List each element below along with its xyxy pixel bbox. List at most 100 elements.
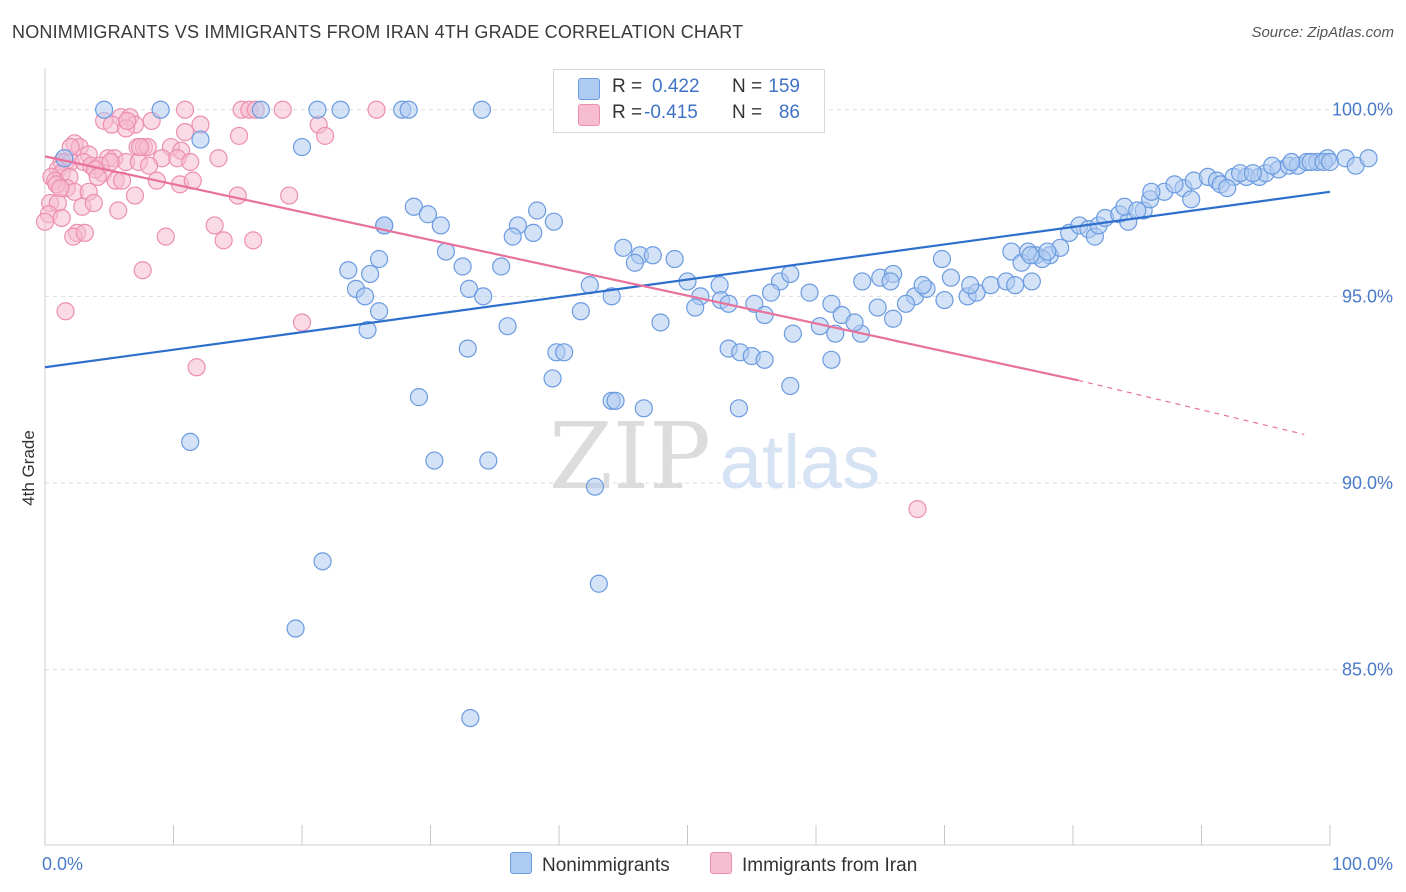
data-point-nonimmigrants [355, 287, 375, 306]
data-point-nonimmigrants [544, 212, 563, 231]
legend-item-immigrants[interactable]: Immigrants from Iran [710, 852, 917, 876]
data-point-immigrants [292, 313, 312, 332]
data-point-nonimmigrants [589, 574, 608, 593]
y-tick-label: 85.0% [1342, 660, 1393, 680]
data-point-nonimmigrants [606, 391, 625, 410]
stats-legend: R = 0.422 N = 159 R = -0.415 N = 86 [553, 69, 825, 133]
data-point-nonimmigrants [461, 708, 480, 728]
n-value: 159 [768, 76, 800, 97]
data-point-nonimmigrants [571, 302, 590, 321]
swatch-immigrants [578, 104, 600, 126]
data-point-nonimmigrants [686, 298, 705, 317]
r-label: R = [612, 102, 643, 123]
data-point-immigrants [229, 126, 249, 145]
data-point-nonimmigrants [634, 399, 653, 418]
data-point-nonimmigrants [755, 305, 774, 325]
trend-line-nonimmigrants [44, 190, 1331, 369]
swatch-nonimmigrants [578, 78, 600, 100]
data-point-nonimmigrants [1263, 156, 1282, 175]
data-point-nonimmigrants [339, 261, 358, 280]
data-point-nonimmigrants [783, 324, 802, 343]
data-point-nonimmigrants [474, 287, 493, 306]
data-point-nonimmigrants [503, 227, 522, 246]
y-tick-label: 90.0% [1342, 473, 1393, 493]
data-point-immigrants [75, 223, 94, 242]
data-point-nonimmigrants [868, 298, 887, 317]
data-point-nonimmigrants [1165, 175, 1184, 194]
data-point-nonimmigrants [404, 197, 423, 216]
data-point-nonimmigrants [492, 257, 511, 276]
data-point-nonimmigrants [800, 283, 819, 302]
x-tick-labels: 0.0% 100.0% [42, 854, 1393, 874]
data-point-nonimmigrants [1022, 272, 1041, 291]
data-point-nonimmigrants [498, 317, 517, 336]
data-point-nonimmigrants [361, 264, 380, 284]
n-value: 86 [778, 102, 800, 123]
watermark: ZIP atlas [549, 403, 880, 510]
data-point-nonimmigrants [425, 451, 444, 470]
data-point-nonimmigrants [458, 339, 477, 358]
data-point-nonimmigrants [1243, 164, 1263, 183]
data-point-nonimmigrants [853, 272, 872, 291]
data-point-nonimmigrants [585, 477, 605, 496]
data-point-immigrants [209, 149, 228, 168]
data-point-nonimmigrants [881, 272, 900, 291]
data-point-nonimmigrants [370, 249, 389, 269]
trend-line-immigrants [44, 155, 1079, 382]
data-point-nonimmigrants [1182, 190, 1201, 209]
data-point-nonimmigrants [932, 249, 952, 269]
trend-line-immigrants-extension [1078, 379, 1305, 436]
data-point-nonimmigrants [459, 279, 479, 298]
data-point-immigrants [130, 137, 150, 157]
x-tick-label: 0.0% [42, 854, 83, 874]
data-point-nonimmigrants [643, 246, 662, 265]
watermark-zip: ZIP [549, 403, 711, 510]
data-point-nonimmigrants [370, 302, 389, 321]
data-point-nonimmigrants [651, 313, 670, 332]
data-point-nonimmigrants [308, 100, 327, 119]
series-nonimmigrants [55, 100, 1378, 728]
data-point-nonimmigrants [292, 137, 312, 157]
data-point-nonimmigrants [479, 451, 498, 470]
data-point-immigrants [133, 261, 152, 280]
data-point-immigrants [56, 302, 75, 321]
data-point-nonimmigrants [331, 100, 350, 119]
data-point-nonimmigrants [1282, 152, 1301, 172]
data-point-immigrants [181, 152, 200, 172]
data-point-nonimmigrants [761, 283, 781, 302]
data-point-nonimmigrants [1021, 246, 1040, 265]
data-point-nonimmigrants [431, 216, 450, 235]
legend-label-immigrants: Immigrants from Iran [742, 855, 918, 876]
chart-title: NONIMMIGRANTS VS IMMIGRANTS FROM IRAN 4T… [12, 22, 744, 42]
data-point-nonimmigrants [941, 268, 961, 287]
data-point-nonimmigrants [528, 201, 547, 220]
data-point-immigrants [52, 208, 71, 228]
data-point-immigrants [214, 231, 233, 250]
data-point-nonimmigrants [1006, 276, 1025, 295]
data-point-nonimmigrants [745, 294, 764, 313]
data-point-nonimmigrants [524, 223, 543, 242]
data-point-nonimmigrants [191, 130, 210, 149]
x-tick-label: 100.0% [1332, 854, 1393, 874]
legend-item-nonimmigrants[interactable]: Nonimmigrants [510, 852, 670, 876]
y-tick-label: 95.0% [1342, 286, 1393, 306]
watermark-atlas: atlas [720, 420, 881, 505]
data-point-nonimmigrants [755, 350, 774, 369]
data-point-nonimmigrants [614, 238, 633, 257]
data-point-nonimmigrants [602, 287, 621, 306]
legend-label-nonimmigrants: Nonimmigrants [542, 855, 670, 876]
stats-row-immigrants: R = -0.415 N = 86 [554, 102, 824, 128]
data-point-nonimmigrants [625, 253, 644, 272]
data-point-nonimmigrants [1142, 182, 1161, 201]
data-point-immigrants [228, 186, 247, 205]
data-point-nonimmigrants [883, 309, 903, 328]
data-point-nonimmigrants [95, 100, 114, 119]
data-point-nonimmigrants [555, 343, 574, 362]
data-point-immigrants [51, 179, 70, 198]
data-point-immigrants [175, 123, 195, 142]
data-point-immigrants [109, 201, 128, 220]
data-point-nonimmigrants [1320, 152, 1340, 172]
y-tick-label: 100.0% [1332, 100, 1393, 120]
data-point-nonimmigrants [665, 249, 684, 269]
data-point-immigrants [908, 499, 927, 519]
